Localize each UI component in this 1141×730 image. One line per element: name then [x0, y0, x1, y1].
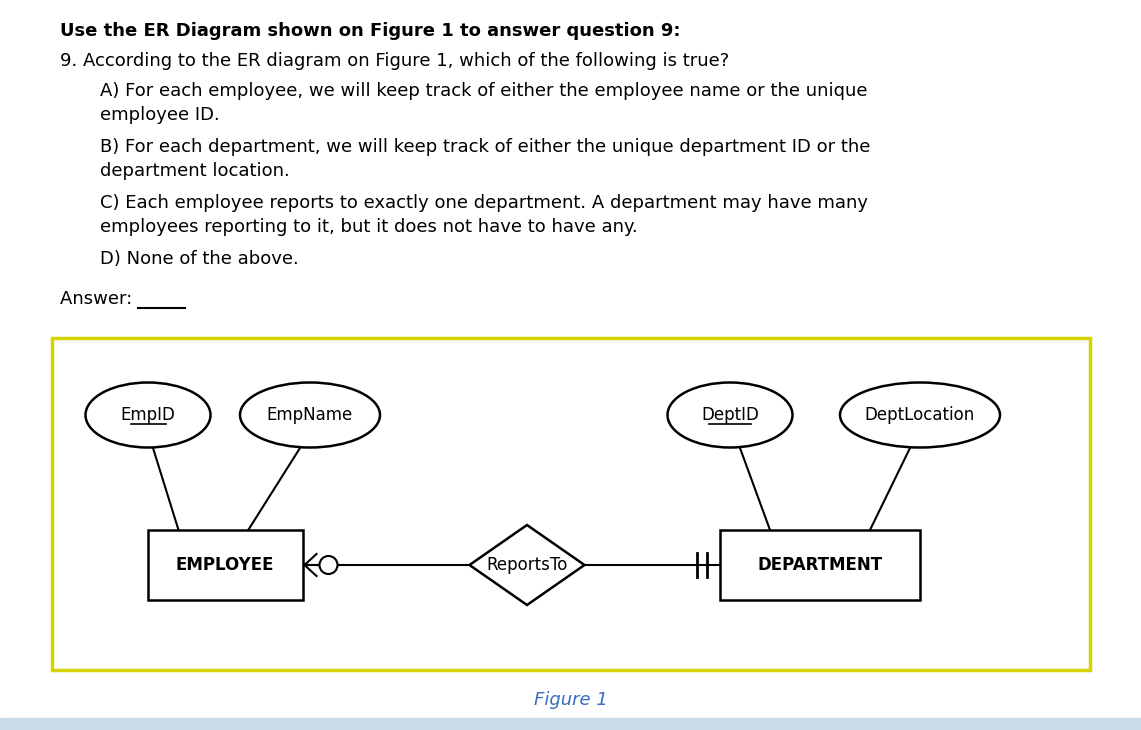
Ellipse shape [840, 383, 1000, 447]
Bar [52, 338, 1090, 670]
Bar [720, 530, 920, 600]
Text: Figure 1: Figure 1 [534, 691, 608, 709]
Text: employee ID.: employee ID. [100, 106, 220, 124]
Text: EmpName: EmpName [267, 406, 353, 424]
Text: EMPLOYEE: EMPLOYEE [176, 556, 274, 574]
Circle shape [319, 556, 338, 574]
Text: Answer:: Answer: [60, 290, 138, 308]
Text: D) None of the above.: D) None of the above. [100, 250, 299, 268]
Text: 9. According to the ER diagram on Figure 1, which of the following is true?: 9. According to the ER diagram on Figure… [60, 52, 729, 70]
Bar [147, 530, 302, 600]
Ellipse shape [240, 383, 380, 447]
Text: DeptID: DeptID [701, 406, 759, 424]
Bar [0, 718, 1141, 730]
Text: B) For each department, we will keep track of either the unique department ID or: B) For each department, we will keep tra… [100, 138, 871, 156]
Text: EmpID: EmpID [121, 406, 176, 424]
Text: A) For each employee, we will keep track of either the employee name or the uniq: A) For each employee, we will keep track… [100, 82, 867, 100]
Text: C) Each employee reports to exactly one department. A department may have many: C) Each employee reports to exactly one … [100, 194, 868, 212]
Polygon shape [469, 525, 584, 605]
Text: Use the ER Diagram shown on Figure 1 to answer question 9:: Use the ER Diagram shown on Figure 1 to … [60, 22, 680, 40]
Text: ReportsTo: ReportsTo [486, 556, 568, 574]
Ellipse shape [86, 383, 210, 447]
Text: DEPARTMENT: DEPARTMENT [758, 556, 882, 574]
Text: employees reporting to it, but it does not have to have any.: employees reporting to it, but it does n… [100, 218, 638, 236]
Text: department location.: department location. [100, 162, 290, 180]
Text: DeptLocation: DeptLocation [865, 406, 976, 424]
Ellipse shape [667, 383, 793, 447]
